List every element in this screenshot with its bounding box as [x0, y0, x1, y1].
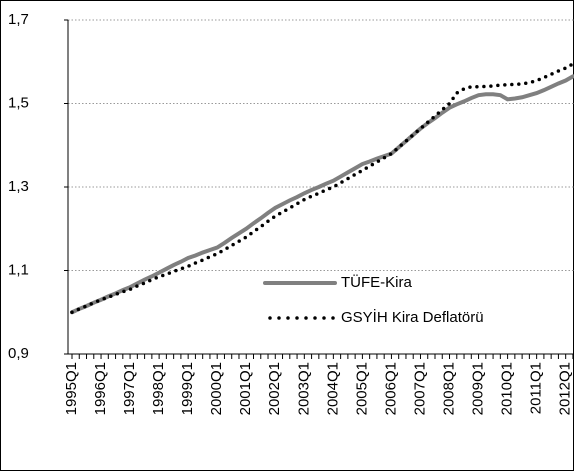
y-tick-label: 1,1 — [8, 261, 29, 278]
x-tick-label: 2000Q1 — [208, 362, 225, 415]
x-tick-label: 1997Q1 — [121, 362, 138, 415]
x-tick-label: 2008Q1 — [440, 362, 457, 415]
x-tick-label: 2010Q1 — [499, 362, 516, 415]
y-tick-label: 1,5 — [8, 94, 29, 111]
x-tick-label: 2007Q1 — [411, 362, 428, 415]
x-tick-label: 2009Q1 — [470, 362, 487, 415]
x-tick-label: 2003Q1 — [295, 362, 312, 415]
legend-label: TÜFE-Kira — [341, 273, 412, 291]
x-tick-label: 2012Q1 — [557, 362, 574, 415]
x-tick-label: 2001Q1 — [237, 362, 254, 415]
x-tick-label: 2004Q1 — [324, 362, 341, 415]
y-tick-label: 1,3 — [8, 178, 29, 195]
x-tick-label: 1999Q1 — [179, 362, 196, 415]
x-tick-label: 1998Q1 — [150, 362, 167, 415]
line — [70, 74, 574, 315]
line — [70, 62, 574, 314]
x-tick-label: 2006Q1 — [382, 362, 399, 415]
y-tick-label: 1,7 — [8, 11, 29, 28]
x-tick-label: 2002Q1 — [266, 362, 283, 415]
x-tick-label: 2005Q1 — [353, 362, 370, 415]
legend-label: GSYİH Kira Deflatörü — [341, 308, 484, 326]
x-tick-label: 1995Q1 — [63, 362, 80, 415]
x-tick-label: 1996Q1 — [92, 362, 109, 415]
x-tick-label: 2011Q1 — [528, 362, 545, 414]
y-tick-label: 0,9 — [8, 345, 29, 362]
